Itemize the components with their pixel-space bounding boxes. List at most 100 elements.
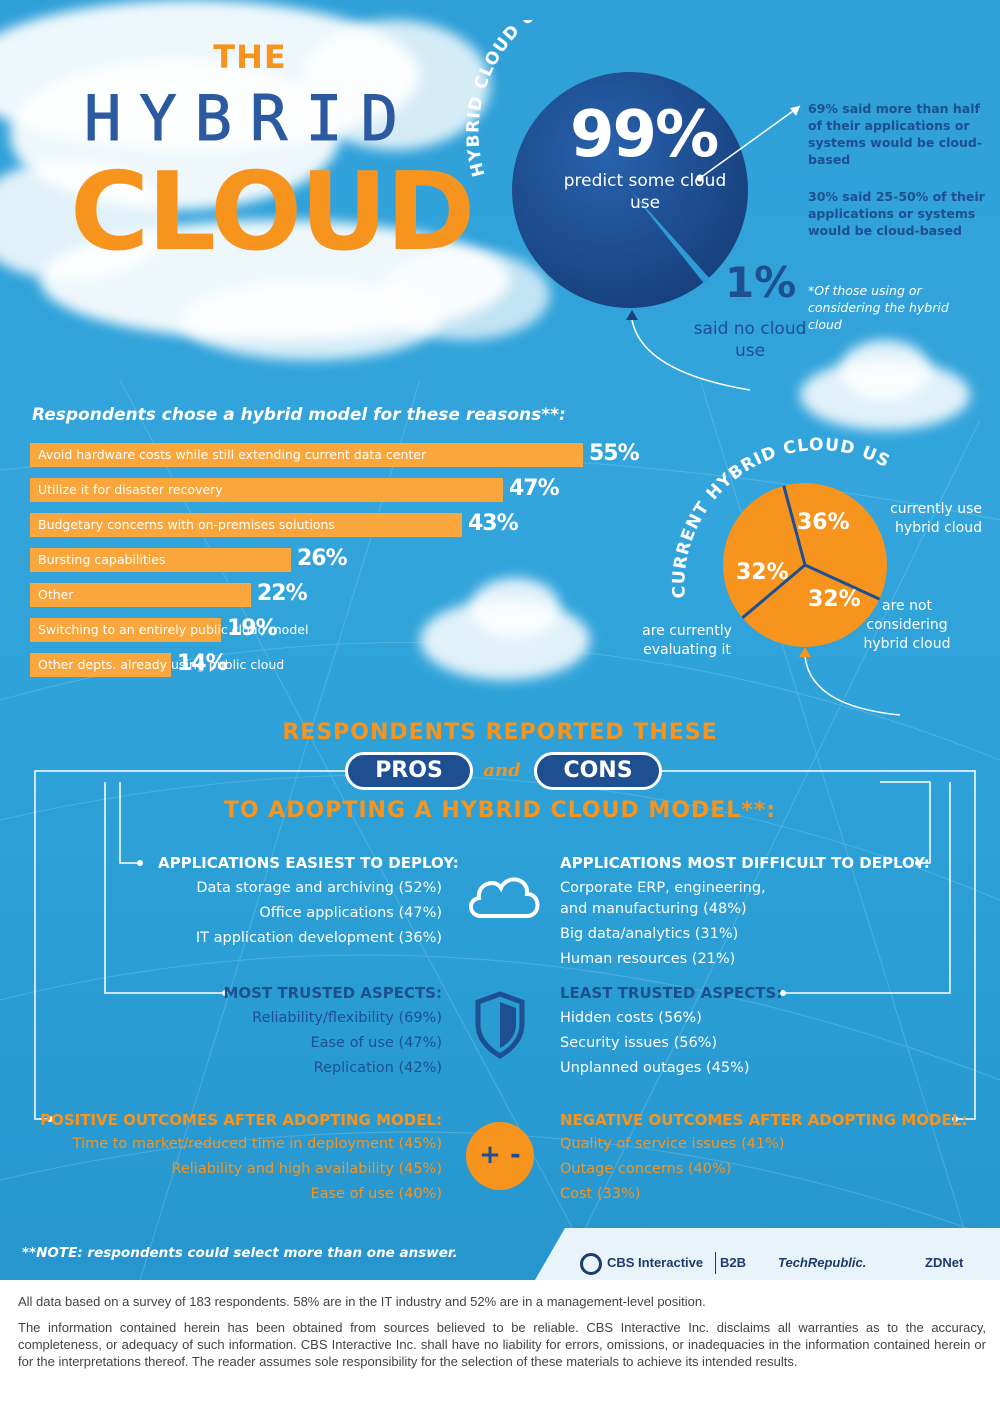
bar-value-label: 26% [297, 546, 348, 571]
footer-line1: All data based on a survey of 183 respon… [18, 1294, 706, 1309]
most-trusted-title: MOST TRUSTED ASPECTS: [223, 984, 442, 1002]
pie-slice-divider [804, 563, 881, 601]
bar [30, 618, 221, 642]
list-item: Quality of service issues (41%) [560, 1136, 785, 1152]
title-hybrid: HYBRID [84, 82, 416, 156]
big-99-pct: 99% [570, 98, 719, 172]
slice-36-label: currently use hybrid cloud [890, 501, 982, 536]
bar [30, 478, 503, 502]
list-item: Corporate ERP, engineering, [560, 880, 766, 896]
pros-pill: PROS [345, 752, 473, 790]
current-use-chart: CURRENT HYBRID CLOUD USE: [640, 420, 901, 716]
cloud-icon [469, 877, 540, 918]
plus-minus-icon: + - [466, 1122, 534, 1190]
list-item: Cost (33%) [560, 1186, 641, 1202]
cloud-shape [470, 578, 560, 638]
slice-32b-label: are currently evaluating it [642, 623, 732, 658]
current-use-pie [723, 483, 887, 647]
slice-32a-pct: 32% [808, 587, 861, 612]
proscons-line2: TO ADOPTING A HYBRID CLOUD MODEL**: [223, 798, 777, 823]
hard-title: APPLICATIONS MOST DIFFICULT TO DEPLOY: [560, 854, 930, 872]
list-item: Office applications (47%) [259, 905, 442, 921]
cbs-eye-icon [580, 1253, 602, 1275]
list-item: Data storage and archiving (52%) [196, 880, 442, 896]
bar-value-label: 14% [177, 651, 228, 676]
bar-value-label: 19% [227, 616, 278, 641]
most-trusted-list: Reliability/flexibility (69%) Ease of us… [130, 1006, 442, 1081]
infographic-poster: THE HYBRID CLOUD HYBRID CLOUD USE IN 5 Y… [0, 0, 1000, 1280]
pie-slice-divider [741, 563, 806, 620]
list-item: Replication (42%) [313, 1060, 442, 1076]
proscons-frame [34, 770, 976, 1122]
proscons-line1: RESPONDENTS REPORTED THESE [282, 720, 718, 745]
reasons-title: Respondents chose a hybrid model for the… [32, 405, 566, 425]
list-item: Outage concerns (40%) [560, 1161, 732, 1177]
bar [30, 583, 251, 607]
logo-b2b: B2B [720, 1255, 747, 1270]
cons-pill: CONS [534, 752, 662, 790]
positive-list: Time to market/reduced time in deploymen… [10, 1132, 442, 1207]
bar [30, 443, 583, 467]
big-99-label: predict some cloud use [563, 171, 727, 213]
list-item: Reliability and high availability (45%) [171, 1161, 442, 1177]
footer-disclaimer: The information contained herein has bee… [18, 1320, 986, 1369]
bar-value-label: 22% [257, 581, 308, 606]
list-item: Ease of use (40%) [310, 1186, 442, 1202]
small-1-pct: 1% [725, 258, 797, 307]
note-30: 30% said 25-50% of their applications or… [808, 189, 985, 238]
bar [30, 653, 171, 677]
pie-slice-divider [782, 485, 807, 566]
small-1-label: said no cloud use [693, 319, 807, 361]
list-item: Security issues (56%) [560, 1035, 718, 1051]
slice-32a-label: are not considering hybrid cloud [863, 598, 951, 652]
bar [30, 513, 462, 537]
cloud-shape [840, 340, 930, 400]
bar-label: Switching to an entirely public cloud mo… [38, 622, 309, 637]
cloud-shape [380, 250, 550, 340]
logo-divider [715, 1252, 716, 1274]
list-item: Human resources (21%) [560, 951, 736, 967]
footer: All data based on a survey of 183 respon… [0, 1280, 1000, 1411]
title-the: THE [213, 38, 287, 76]
slice-32b-pct: 32% [736, 560, 789, 585]
list-item: Unplanned outages (45%) [560, 1060, 750, 1076]
least-trusted-list: Hidden costs (56%) Security issues (56%)… [560, 1006, 750, 1081]
logo-cbs: CBS Interactive [607, 1255, 704, 1270]
five-year-balloon: HYBRID CLOUD USE IN 5 YEARS*: [463, 20, 801, 391]
shield-icon [475, 991, 525, 1059]
list-item: Time to market/reduced time in deploymen… [72, 1136, 442, 1152]
easy-list: Data storage and archiving (52%) Office … [130, 876, 442, 951]
pie-slice-no-cloud [630, 190, 709, 283]
bar-value-label: 55% [589, 441, 640, 466]
bar-label: Budgetary concerns with on-premises solu… [38, 517, 335, 532]
list-item: Reliability/flexibility (69%) [252, 1010, 442, 1026]
and-word: and [483, 760, 521, 781]
bar-label: Utilize it for disaster recovery [38, 482, 223, 497]
list-item: Ease of use (47%) [310, 1035, 442, 1051]
negative-title: NEGATIVE OUTCOMES AFTER ADOPTING MODEL: [560, 1111, 968, 1129]
note-69: 69% said more than half of their applica… [808, 101, 983, 167]
logo-strip-bg [535, 1228, 1000, 1280]
list-item: and manufacturing (48%) [560, 901, 747, 917]
logo-techrepublic: TechRepublic. [778, 1255, 867, 1270]
slice-36-pct: 36% [797, 510, 850, 535]
hard-list: Corporate ERP, engineering, and manufact… [560, 876, 766, 972]
list-item: IT application development (36%) [195, 930, 442, 946]
bar-label: Other depts. already using public cloud [38, 657, 285, 672]
bar [30, 548, 291, 572]
easy-title: APPLICATIONS EASIEST TO DEPLOY: [158, 854, 459, 872]
note-asterisk: *Of those using or considering the hybri… [808, 283, 949, 332]
least-trusted-title: LEAST TRUSTED ASPECTS: [560, 984, 783, 1002]
negative-list: Quality of service issues (41%) Outage c… [560, 1132, 785, 1207]
bar-label: Other [38, 587, 74, 602]
positive-title: POSITIVE OUTCOMES AFTER ADOPTING MODEL: [40, 1111, 442, 1129]
title-cloud: CLOUD [70, 150, 475, 275]
logo-zdnet: ZDNet [925, 1255, 964, 1270]
bar-value-label: 47% [509, 476, 560, 501]
cloud-shape [300, 20, 490, 150]
bar-label: Avoid hardware costs while still extendi… [38, 447, 427, 462]
bar-value-label: 43% [468, 511, 519, 536]
list-item: Big data/analytics (31%) [560, 926, 739, 942]
list-item: Hidden costs (56%) [560, 1010, 702, 1026]
footnote: **NOTE: respondents could select more th… [22, 1245, 458, 1261]
